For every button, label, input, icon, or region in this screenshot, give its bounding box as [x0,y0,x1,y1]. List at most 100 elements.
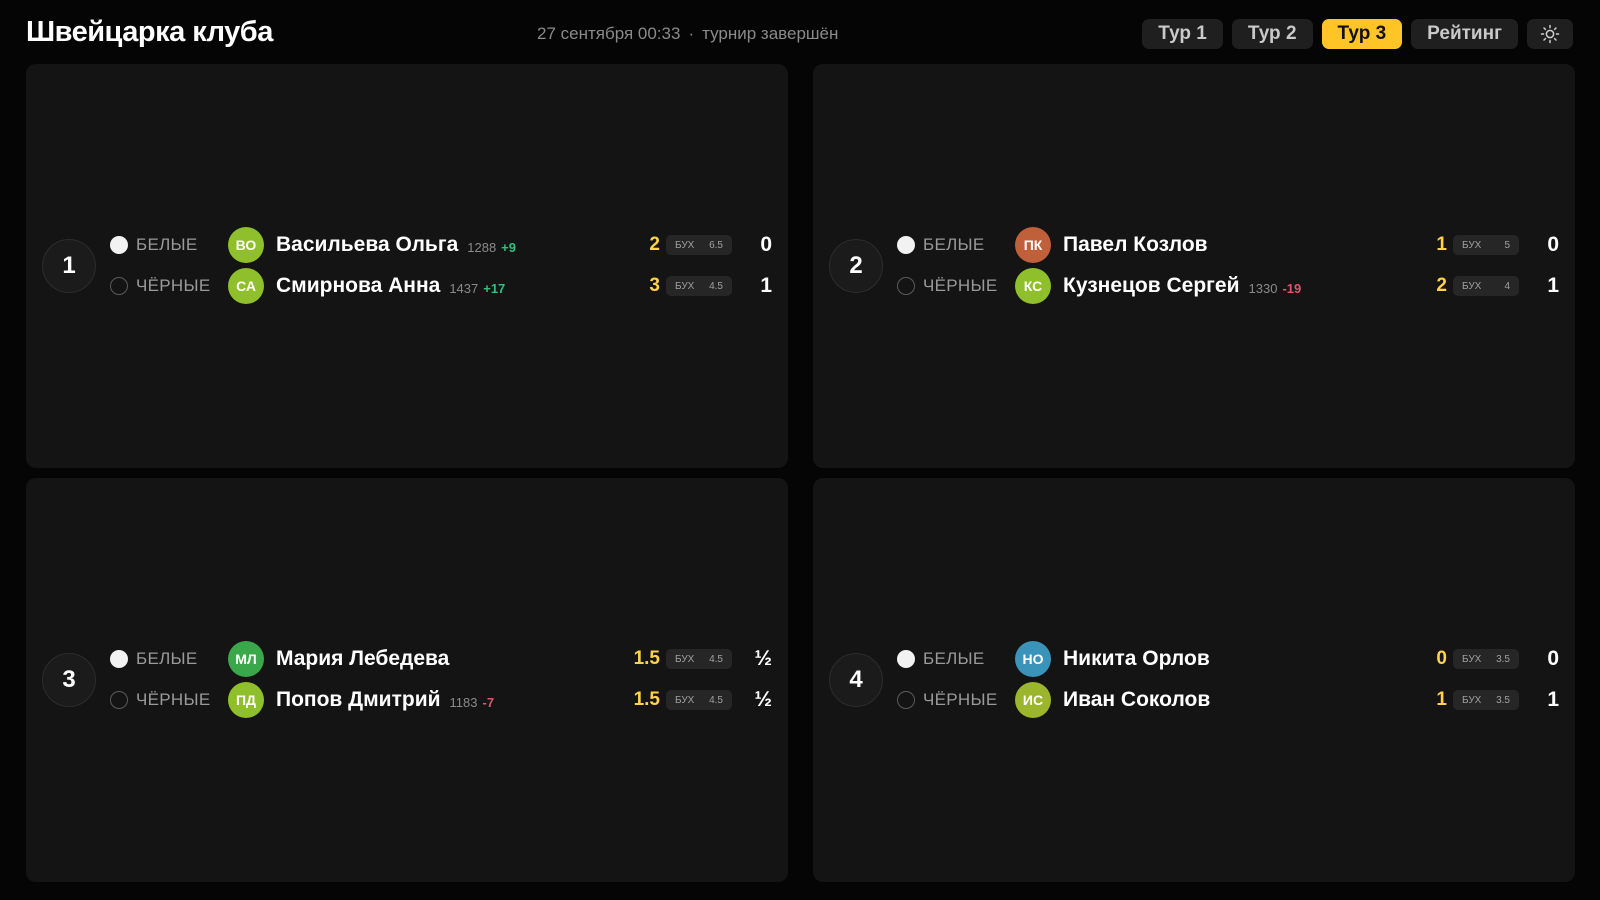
white-piece-icon [897,650,915,668]
rating-delta: -7 [482,694,495,710]
buchholz-value: 3.5 [1496,694,1510,706]
player-points: 1.5 [633,648,660,669]
white-player-row: БЕЛЫЕ ПК Павел Козлов 1 БУХ 5 0 [897,226,1559,264]
board-number: 3 [42,653,96,707]
page-title: Швейцарка клуба [26,16,273,48]
round-tabs: Тур 1 Тур 2 Тур 3 Рейтинг [1142,19,1573,49]
player-name[interactable]: Попов Дмитрий [276,688,441,711]
avatar: НО [1015,641,1051,677]
color-label: БЕЛЫЕ [136,235,198,254]
avatar: МЛ [228,641,264,677]
color-label: ЧЁРНЫЕ [136,276,211,295]
sun-icon [1540,24,1560,44]
status-text: турнир завершён [702,24,839,43]
player-name[interactable]: Кузнецов Сергей [1063,274,1240,297]
buchholz-label: БУХ [1462,653,1482,665]
theme-toggle-button[interactable] [1527,19,1573,49]
avatar: ПД [228,682,264,718]
white-piece-icon [110,650,128,668]
buchholz-value: 4.5 [709,694,723,706]
black-piece-icon [110,277,128,295]
player-rating: 1288 [467,239,497,255]
white-player-row: БЕЛЫЕ МЛ Мария Лебедева 1.5 БУХ 4.5 ½ [110,640,772,678]
board-card-2: 2 БЕЛЫЕ ПК Павел Козлов 1 БУХ 5 0 ЧЁРНЫЕ … [813,64,1575,468]
avatar: ПК [1015,227,1051,263]
buchholz-value: 3.5 [1496,653,1510,665]
buchholz-badge: БУХ 6.5 [666,235,732,255]
buchholz-label: БУХ [675,653,695,665]
buchholz-value: 4 [1504,280,1510,292]
player-name[interactable]: Васильева Ольга [276,233,459,256]
rating-delta: +9 [501,239,516,255]
player-rating: 1330 [1248,280,1278,296]
black-piece-icon [110,691,128,709]
player-name[interactable]: Мария Лебедева [276,647,450,670]
buchholz-label: БУХ [675,694,695,706]
black-player-row: ЧЁРНЫЕ ИС Иван Соколов 1 БУХ 3.5 1 [897,681,1559,719]
board-number: 4 [829,653,883,707]
rating-delta: -19 [1282,280,1302,296]
tab-round-3[interactable]: Тур 3 [1321,19,1403,49]
black-piece-icon [897,691,915,709]
buchholz-value: 6.5 [709,239,723,251]
buchholz-label: БУХ [1462,280,1482,292]
player-points: 3 [649,275,660,296]
datetime: 27 сентября 00:33 [537,24,681,43]
game-result: 0 [760,233,772,256]
buchholz-badge: БУХ 4.5 [666,276,732,296]
black-piece-icon [897,277,915,295]
avatar: СА [228,268,264,304]
player-name[interactable]: Смирнова Анна [276,274,441,297]
buchholz-value: 4.5 [709,653,723,665]
player-points: 2 [1436,275,1447,296]
player-rating: 1437 [449,280,479,296]
player-name[interactable]: Иван Соколов [1063,688,1211,711]
white-piece-icon [897,236,915,254]
tournament-status: 27 сентября 00:33 · турнир завершён [537,24,838,44]
player-points: 0 [1436,648,1447,669]
player-points: 1.5 [633,689,660,710]
buchholz-badge: БУХ 3.5 [1453,649,1519,669]
player-name[interactable]: Никита Орлов [1063,647,1210,670]
player-rating: 1183 [449,694,478,710]
tab-round-2[interactable]: Тур 2 [1231,19,1313,49]
color-label: ЧЁРНЫЕ [923,690,998,709]
black-player-row: ЧЁРНЫЕ КС Кузнецов Сергей 1330 -19 2 БУХ… [897,267,1559,305]
black-player-row: ЧЁРНЫЕ ПД Попов Дмитрий 1183 -7 1.5 БУХ 4… [110,681,772,719]
tab-round-1[interactable]: Тур 1 [1142,19,1223,49]
color-label: БЕЛЫЕ [923,235,985,254]
color-label: БЕЛЫЕ [136,649,198,668]
player-points: 1 [1436,689,1447,710]
buchholz-badge: БУХ 5 [1453,235,1519,255]
buchholz-label: БУХ [1462,239,1482,251]
game-result: 0 [1547,233,1559,256]
buchholz-label: БУХ [675,280,695,292]
buchholz-badge: БУХ 4.5 [666,690,732,710]
avatar: КС [1015,268,1051,304]
buchholz-badge: БУХ 4.5 [666,649,732,669]
game-result: ½ [754,688,772,711]
buchholz-value: 5 [1504,239,1510,251]
white-piece-icon [110,236,128,254]
board-card-3: 3 БЕЛЫЕ МЛ Мария Лебедева 1.5 БУХ 4.5 ½ Ч… [26,478,788,882]
board-card-4: 4 БЕЛЫЕ НО Никита Орлов 0 БУХ 3.5 0 ЧЁРНЫ… [813,478,1575,882]
buchholz-badge: БУХ 3.5 [1453,690,1519,710]
rating-delta: +17 [483,280,506,296]
avatar: ИС [1015,682,1051,718]
board-number: 1 [42,239,96,293]
white-player-row: БЕЛЫЕ ВО Васильева Ольга 1288 +9 2 БУХ 6.… [110,226,772,264]
buchholz-value: 4.5 [709,280,723,292]
game-result: 1 [1547,688,1559,711]
tab-rating[interactable]: Рейтинг [1411,19,1518,49]
color-label: БЕЛЫЕ [923,649,985,668]
game-result: 0 [1547,647,1559,670]
white-player-row: БЕЛЫЕ НО Никита Орлов 0 БУХ 3.5 0 [897,640,1559,678]
board-number: 2 [829,239,883,293]
board-card-1: 1 БЕЛЫЕ ВО Васильева Ольга 1288 +9 2 БУХ… [26,64,788,468]
status-separator: · [688,24,695,43]
player-name[interactable]: Павел Козлов [1063,233,1208,256]
game-result: 1 [760,274,772,297]
color-label: ЧЁРНЫЕ [923,276,998,295]
header: Швейцарка клуба 27 сентября 00:33 · турнир… [0,0,1600,64]
player-points: 1 [1436,234,1447,255]
